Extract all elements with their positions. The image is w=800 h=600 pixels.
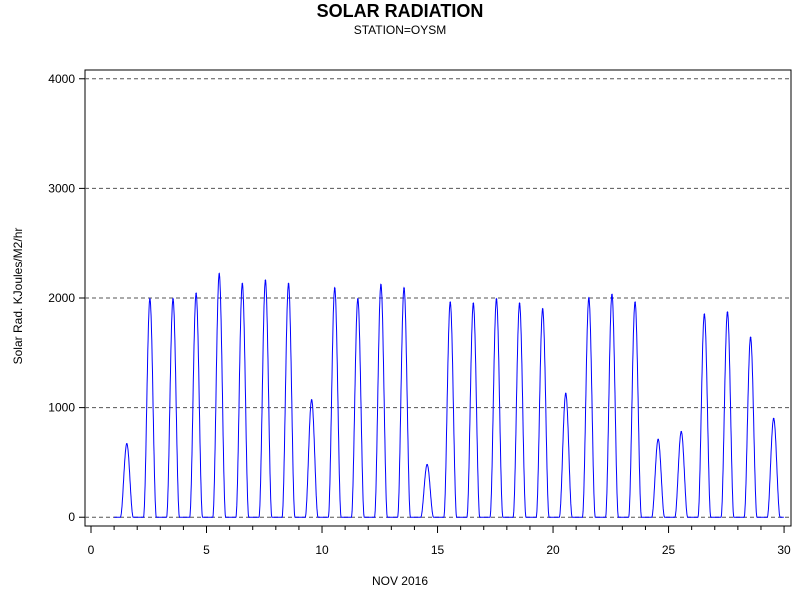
data-point-day-14 [426,463,428,466]
data-point-day-22 [611,293,613,296]
data-point-day-3 [172,298,174,300]
data-point-day-5 [218,273,221,275]
data-point-day-1 [126,442,128,445]
series-line [114,272,784,518]
data-point-day-18 [518,302,521,305]
y-tick-label: 2000 [48,291,75,305]
data-point-day-25 [680,430,683,433]
x-tick-label: 0 [88,543,95,557]
x-tick-label: 25 [662,543,676,557]
x-axis-label: NOV 2016 [371,574,429,588]
data-point-day-23 [634,301,636,304]
y-tick-label: 3000 [48,181,75,195]
data-point-day-13 [403,287,405,289]
data-point-day-4 [195,292,197,295]
x-tick-label: 10 [315,543,329,557]
data-point-day-8 [287,282,290,285]
data-point-day-29 [772,417,775,420]
data-point-day-17 [495,298,498,300]
y-tick-label: 4000 [48,72,75,86]
x-tick-label: 5 [203,543,210,557]
data-point-day-16 [472,302,475,305]
data-point-day-10 [333,287,336,289]
data-point-day-20 [564,392,567,395]
y-tick-label: 0 [68,510,75,524]
data-point-day-12 [380,284,382,286]
data-point-day-7 [264,279,267,282]
chart-title: SOLAR RADIATION [316,1,484,21]
data-point-day-28 [749,336,752,339]
y-tick-label: 1000 [48,401,75,415]
x-tick-label: 15 [431,543,445,557]
data-point-day-21 [588,297,590,299]
data-point-day-15 [449,301,452,304]
data-point-day-6 [241,282,244,285]
x-tick-label: 30 [777,543,791,557]
data-point-day-24 [657,438,659,441]
data-point-day-11 [357,298,359,300]
data-point-day-26 [703,313,706,316]
data-point-day-19 [541,308,544,310]
data-point-day-9 [310,399,313,401]
x-tick-label: 20 [546,543,560,557]
data-point-day-27 [726,311,729,314]
data-point-day-2 [149,298,151,300]
chart-subtitle: STATION=OYSM [353,23,447,37]
